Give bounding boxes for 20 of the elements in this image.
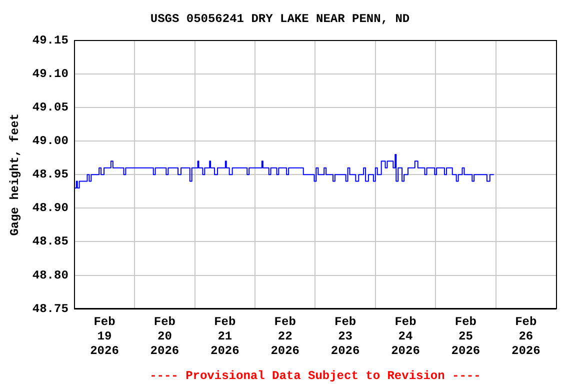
y-tick-label: 49.10 — [32, 66, 68, 81]
y-tick-label: 48.75 — [32, 302, 68, 316]
x-tick-label: Feb 26 2026 — [511, 315, 540, 358]
y-tick-label: 48.90 — [32, 201, 68, 216]
y-tick-label: 49.15 — [32, 33, 68, 48]
y-tick-label: 49.00 — [32, 134, 68, 148]
y-tick-label: 49.05 — [32, 100, 68, 115]
x-tick-label: Feb 21 2026 — [210, 315, 240, 358]
x-tick-label: Feb 19 2026 — [90, 315, 119, 358]
x-tick-label: Feb 22 2026 — [270, 315, 300, 358]
x-tick-label: Feb 23 2026 — [330, 315, 360, 358]
x-tick-label: Feb 20 2026 — [150, 315, 180, 358]
text: ---- Provisional Data Subject to Revision ---- — [150, 369, 481, 384]
x-tick-label: Feb 24 2026 — [391, 315, 420, 358]
y-tick-label: 48.80 — [32, 268, 68, 282]
x-tick-label: Feb 25 2026 — [451, 315, 480, 358]
y-tick-label: 48.85 — [32, 234, 68, 249]
chart-title: USGS 05056241 DRY LAKE NEAR PENN, ND — [150, 12, 410, 26]
y-tick-label: 48.95 — [32, 168, 68, 182]
y-axis-title: Gage height, feet — [8, 113, 22, 236]
